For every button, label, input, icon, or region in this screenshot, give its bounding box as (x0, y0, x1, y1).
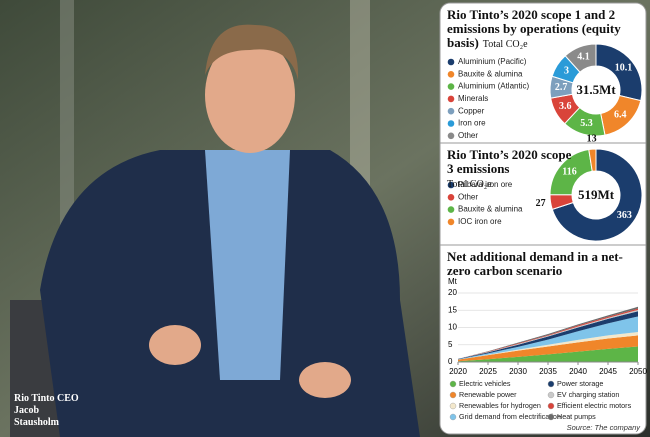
donut-hole (573, 67, 619, 113)
x-tick-label: 2050 (629, 367, 647, 376)
slice-label: 3.6 (559, 101, 572, 112)
slice-label: 13 (587, 133, 597, 144)
area (458, 335, 638, 362)
photo-hand (299, 362, 351, 398)
slice-label: 4.1 (577, 52, 590, 63)
title-block: Net additional demand in a net-zero carb… (447, 250, 642, 278)
legend-label: Aluminium (Atlantic) (458, 82, 529, 91)
chart-title: Rio Tinto’s 2020 scope 1 and 2 emissions… (447, 7, 621, 50)
legend-label: Iron ore (458, 119, 486, 128)
slice-label: 363 (617, 210, 632, 221)
chart-title: Rio Tinto’s 2020 scope 3 emissions (447, 147, 572, 176)
legend-swatch (447, 83, 455, 90)
title-block: Rio Tinto’s 2020 scope 3 emissions Total … (447, 148, 577, 192)
legend-label: Grid demand from electrification (459, 412, 561, 421)
legend-label: Renewable power (459, 390, 517, 399)
photo-hand (149, 325, 201, 365)
slice-label: 27 (536, 198, 546, 209)
legend-label: Bauxite & alumina (458, 69, 523, 78)
slice (588, 148, 597, 172)
legend-label: Copper (458, 106, 485, 115)
y-tick-label: 10 (448, 323, 457, 332)
legend-label: Other (458, 192, 478, 201)
legend-swatch (449, 391, 457, 399)
legend-swatch (449, 413, 457, 421)
legend-swatch (447, 120, 455, 127)
x-tick-label: 2030 (509, 367, 527, 376)
legend-swatch (447, 132, 455, 140)
photo-hair (205, 24, 299, 80)
legend-swatch (547, 402, 555, 410)
chart-title: Net additional demand in a net-zero carb… (447, 249, 623, 278)
legend-swatch (447, 58, 455, 66)
legend-swatch (547, 391, 555, 399)
slice-label: 6.4 (614, 109, 627, 120)
area (458, 331, 638, 360)
area (458, 311, 638, 360)
legend-swatch (447, 194, 455, 201)
legend-label: Minerals (458, 94, 488, 103)
slice-label: 10.1 (615, 63, 633, 74)
x-tick-label: 2035 (539, 367, 557, 376)
legend-label: Other (458, 131, 478, 140)
donut-hole (573, 172, 619, 218)
legend-label: Heat pumps (557, 412, 596, 421)
y-tick-label: 0 (448, 357, 453, 366)
legend-swatch (447, 206, 455, 213)
legend-label: Renewables for hydrogen (459, 401, 541, 410)
legend-swatch (447, 181, 455, 189)
legend-label: Electric vehicles (459, 379, 511, 388)
x-tick-label: 2025 (479, 367, 497, 376)
legend-label: Aluminium (Pacific) (458, 57, 527, 66)
photo-face (205, 37, 295, 153)
x-tick-label: 2040 (569, 367, 587, 376)
slice (551, 148, 643, 242)
legend-swatch (449, 402, 457, 410)
title-block: Rio Tinto’s 2020 scope 1 and 2 emissions… (447, 8, 642, 52)
area (458, 316, 638, 360)
slice-label: 3 (564, 65, 569, 76)
slice-label: 2.7 (555, 82, 568, 93)
legend-label: Efficient electric motors (557, 401, 632, 410)
legend-swatch (447, 95, 455, 103)
area (458, 306, 638, 359)
area (458, 346, 638, 362)
legend-swatch (447, 107, 455, 115)
legend-label: IOC iron ore (458, 217, 502, 226)
legend-label: Power storage (557, 379, 603, 388)
y-tick-label: 20 (448, 288, 457, 297)
legend-label: EV charging station (557, 390, 619, 399)
x-tick-label: 2045 (599, 367, 617, 376)
legend-swatch (447, 218, 455, 226)
center-label: 31.5Mt (576, 82, 616, 97)
legend-swatch (547, 380, 555, 388)
slice-label: 116 (562, 166, 576, 177)
y-axis-label: Mt (448, 277, 458, 286)
legend-swatch (547, 413, 555, 421)
chart-subtitle: Total CO₂e (482, 39, 528, 50)
legend-label: Bauxite & alumina (458, 205, 523, 214)
center-label: 519Mt (578, 187, 615, 202)
legend-label: Pilbara iron ore (458, 180, 513, 189)
chart-subtitle: Total CO₂e (447, 179, 492, 190)
photo-caption: Rio Tinto CEO Jacob Stausholm (14, 393, 79, 428)
y-tick-label: 5 (448, 340, 453, 349)
y-tick-label: 15 (448, 305, 457, 314)
legend-swatch (449, 380, 457, 388)
slice-label: 5.3 (580, 118, 593, 129)
legend-swatch (447, 71, 455, 78)
photo-shirt (205, 150, 290, 380)
slice (564, 43, 597, 73)
x-tick-label: 2020 (449, 367, 467, 376)
source-note: Source: The company (567, 423, 642, 432)
